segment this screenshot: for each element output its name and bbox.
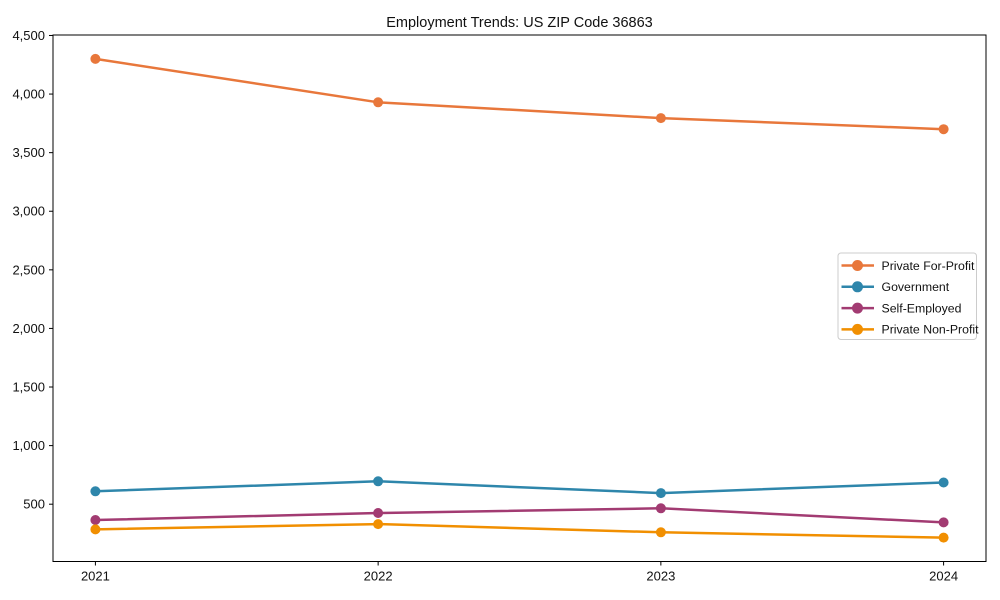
legend-label: Self-Employed bbox=[882, 301, 962, 315]
chart-title: Employment Trends: US ZIP Code 36863 bbox=[386, 15, 653, 31]
data-point-self-employed bbox=[90, 515, 101, 525]
series-line-government bbox=[94, 480, 945, 495]
data-point-private-non-profit bbox=[655, 527, 666, 538]
data-point-government bbox=[655, 488, 666, 499]
data-point-private-for-profit bbox=[938, 124, 949, 135]
y-tick-label: 500 bbox=[23, 497, 45, 512]
legend-entry-private-non-profit: Private Non-Profit bbox=[841, 323, 980, 337]
y-tick-label: 3,000 bbox=[12, 204, 45, 219]
data-point-self-employed bbox=[655, 503, 666, 514]
legend-marker-icon bbox=[852, 281, 863, 293]
series-line-private-for-profit bbox=[94, 57, 945, 131]
legend-box bbox=[837, 252, 977, 340]
y-tick-label: 3,500 bbox=[12, 145, 45, 160]
legend-entry-private-for-profit: Private For-Profit bbox=[841, 259, 976, 273]
data-point-private-non-profit bbox=[373, 519, 384, 530]
legend-marker-icon bbox=[852, 260, 863, 271]
x-tick-label: 2021 bbox=[81, 569, 110, 584]
legend-marker-icon bbox=[852, 323, 863, 335]
data-point-government bbox=[373, 476, 384, 487]
series-line-private-non-profit bbox=[94, 522, 945, 539]
legend-marker-icon bbox=[852, 302, 863, 314]
legend-entry-government: Government bbox=[841, 280, 950, 294]
x-tick-label: 2022 bbox=[364, 569, 393, 584]
y-tick-label: 1,000 bbox=[12, 438, 45, 453]
data-point-self-employed bbox=[373, 508, 384, 518]
y-tick-label: 4,000 bbox=[12, 87, 45, 102]
y-tick-label: 1,500 bbox=[12, 380, 45, 395]
x-tick-label: 2024 bbox=[929, 569, 958, 584]
plot-box-spines bbox=[52, 34, 987, 562]
data-point-private-for-profit bbox=[655, 113, 666, 124]
data-point-private-for-profit bbox=[90, 53, 101, 64]
data-point-private-non-profit bbox=[90, 524, 101, 535]
legend-entry-self-employed: Self-Employed bbox=[841, 301, 962, 315]
plot-area: 500 1,000 1,500 2,000 2,500 3,000 3,500 4,000 4,… bbox=[12, 28, 987, 584]
legend-label: Government bbox=[882, 280, 950, 294]
data-point-government bbox=[90, 486, 101, 497]
y-tick-label: 2,000 bbox=[12, 321, 45, 336]
legend-label: Private For-Profit bbox=[882, 259, 976, 273]
data-point-private-for-profit bbox=[373, 97, 384, 108]
data-point-self-employed bbox=[938, 517, 949, 528]
series-line-self-employed bbox=[94, 507, 945, 524]
x-tick-label: 2023 bbox=[646, 569, 675, 584]
data-point-government bbox=[938, 477, 949, 488]
y-tick-label: 2,500 bbox=[12, 262, 45, 277]
legend-label: Private Non-Profit bbox=[882, 323, 980, 337]
data-point-private-non-profit bbox=[938, 532, 949, 543]
legend: Private For-Profit Government Self-Employe… bbox=[837, 252, 980, 340]
y-tick-label: 4,500 bbox=[12, 28, 45, 43]
